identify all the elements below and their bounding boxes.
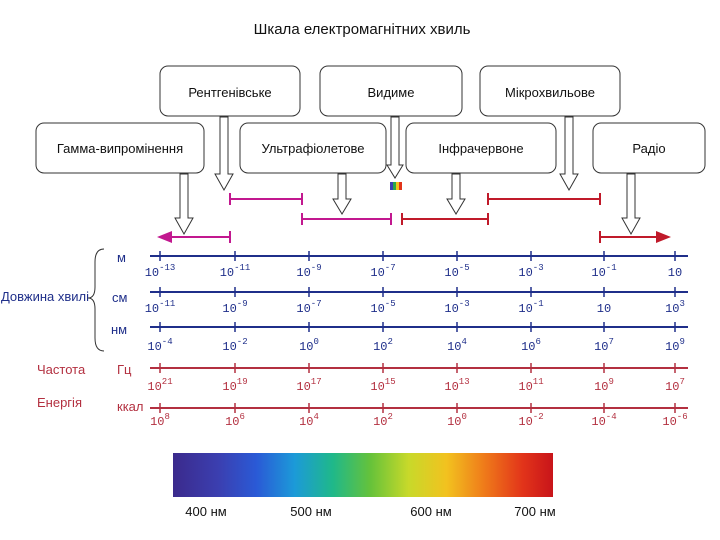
band-label-gamma: Гамма-випромінення bbox=[57, 141, 183, 156]
scale-label-nm: 104 bbox=[447, 337, 467, 354]
scale-label-kcal: 106 bbox=[225, 412, 245, 429]
band-label-xray: Рентгенівське bbox=[188, 85, 271, 100]
scale-label-nm: 102 bbox=[373, 337, 393, 354]
scale-label-m: 10-13 bbox=[145, 263, 176, 280]
spectrum-label-500: 500 нм bbox=[290, 504, 331, 519]
scale-label-cm: 103 bbox=[665, 299, 685, 316]
scale-label-nm: 106 bbox=[521, 337, 541, 354]
visible-spectrum-mark bbox=[390, 182, 402, 190]
range-bar-gamma bbox=[170, 231, 231, 243]
band-box-radio bbox=[592, 122, 706, 174]
scale-label-hz: 1017 bbox=[296, 377, 321, 394]
scale-label-m: 10 bbox=[668, 266, 682, 280]
band-box-microwave bbox=[479, 65, 621, 117]
scale-label-hz: 107 bbox=[665, 377, 685, 394]
scale-label-m: 10-5 bbox=[444, 263, 469, 280]
label-wavelength-text: Довжина хвилі bbox=[1, 289, 89, 304]
range-bar-xray bbox=[229, 193, 303, 205]
pointer-arrow-xray bbox=[214, 116, 234, 192]
scale-label-kcal: 104 bbox=[299, 412, 319, 429]
scale-label-cm: 10-1 bbox=[518, 299, 543, 316]
range-arrowhead-radio bbox=[656, 231, 671, 243]
scale-rows: 10-13 10-11 10-9 10-7 10-5 10-3 10-1 10 10-11 10-… bbox=[145, 251, 688, 429]
band-label-infrared: Інфрачервоне bbox=[438, 141, 523, 156]
range-bar-infrared bbox=[401, 213, 489, 225]
scale-label-m: 10-9 bbox=[296, 263, 321, 280]
band-label-visible: Видиме bbox=[368, 85, 415, 100]
scale-label-nm: 109 bbox=[665, 337, 685, 354]
pointer-arrow-ultraviolet bbox=[332, 173, 352, 215]
scale-label-nm: 10-4 bbox=[147, 337, 172, 354]
scale-label-kcal: 10-2 bbox=[518, 412, 543, 429]
visible-spectrum-bar bbox=[173, 453, 553, 497]
spectrum-label-700: 700 нм bbox=[514, 504, 555, 519]
scale-label-cm: 10 bbox=[597, 302, 611, 316]
scale-label-m: 10-11 bbox=[220, 263, 251, 280]
scale-label-hz: 1021 bbox=[147, 377, 172, 394]
scale-label-kcal: 108 bbox=[150, 412, 170, 429]
label-unit-cm: см bbox=[112, 290, 128, 305]
scale-label-nm: 107 bbox=[594, 337, 614, 354]
band-box-xray bbox=[159, 65, 301, 117]
spectrum-label-600: 600 нм bbox=[410, 504, 451, 519]
spectrum-label-400: 400 нм bbox=[185, 504, 226, 519]
wavelength-brace bbox=[87, 248, 105, 352]
label-unit-nm: нм bbox=[111, 322, 127, 337]
scale-label-cm: 10-3 bbox=[444, 299, 469, 316]
scale-label-hz: 1019 bbox=[222, 377, 247, 394]
scale-label-hz: 1011 bbox=[518, 377, 543, 394]
band-box-infrared bbox=[405, 122, 557, 174]
scale-label-hz: 1015 bbox=[370, 377, 395, 394]
scale-label-m: 10-1 bbox=[591, 263, 616, 280]
range-bar-radio bbox=[599, 231, 658, 243]
label-unit-m: м bbox=[117, 250, 126, 265]
range-arrowhead-gamma bbox=[157, 231, 172, 243]
range-bar-ultraviolet bbox=[301, 213, 392, 225]
scale-label-kcal: 10-4 bbox=[591, 412, 616, 429]
scale-label-kcal: 102 bbox=[373, 412, 393, 429]
scale-label-kcal: 10-6 bbox=[662, 412, 687, 429]
scale-label-nm: 10-2 bbox=[222, 337, 247, 354]
scale-label-hz: 109 bbox=[594, 377, 614, 394]
pointer-arrow-infrared bbox=[446, 173, 466, 215]
pointer-arrow-microwave bbox=[559, 116, 579, 192]
label-wavelength: Довжина хвилі bbox=[1, 289, 89, 304]
diagram-title: Шкала електромагнітних хвиль bbox=[254, 21, 471, 38]
range-bar-microwave bbox=[487, 193, 601, 205]
label-energy: Енергія bbox=[37, 395, 82, 410]
band-box-visible bbox=[319, 65, 463, 117]
band-label-microwave: Мікрохвильове bbox=[505, 85, 595, 100]
scale-label-cm: 10-9 bbox=[222, 299, 247, 316]
scale-label-kcal: 100 bbox=[447, 412, 467, 429]
label-frequency: Частота bbox=[37, 362, 86, 377]
pointer-arrow-radio bbox=[621, 173, 641, 236]
scale-label-m: 10-3 bbox=[518, 263, 543, 280]
band-label-radio: Радіо bbox=[632, 141, 665, 156]
pointer-arrow-visible bbox=[386, 116, 404, 179]
scale-label-cm: 10-11 bbox=[145, 299, 176, 316]
scale-label-nm: 100 bbox=[299, 337, 319, 354]
scale-label-hz: 1013 bbox=[444, 377, 469, 394]
band-box-gamma bbox=[35, 122, 205, 174]
pointer-arrow-gamma bbox=[174, 173, 194, 236]
scale-label-m: 10-7 bbox=[370, 263, 395, 280]
band-label-ultraviolet: Ультрафіолетове bbox=[261, 141, 364, 156]
scale-label-cm: 10-5 bbox=[370, 299, 395, 316]
band-box-ultraviolet bbox=[239, 122, 387, 174]
label-unit-kcal: ккал bbox=[117, 399, 143, 414]
scale-label-cm: 10-7 bbox=[296, 299, 321, 316]
label-unit-hz: Гц bbox=[117, 362, 132, 377]
